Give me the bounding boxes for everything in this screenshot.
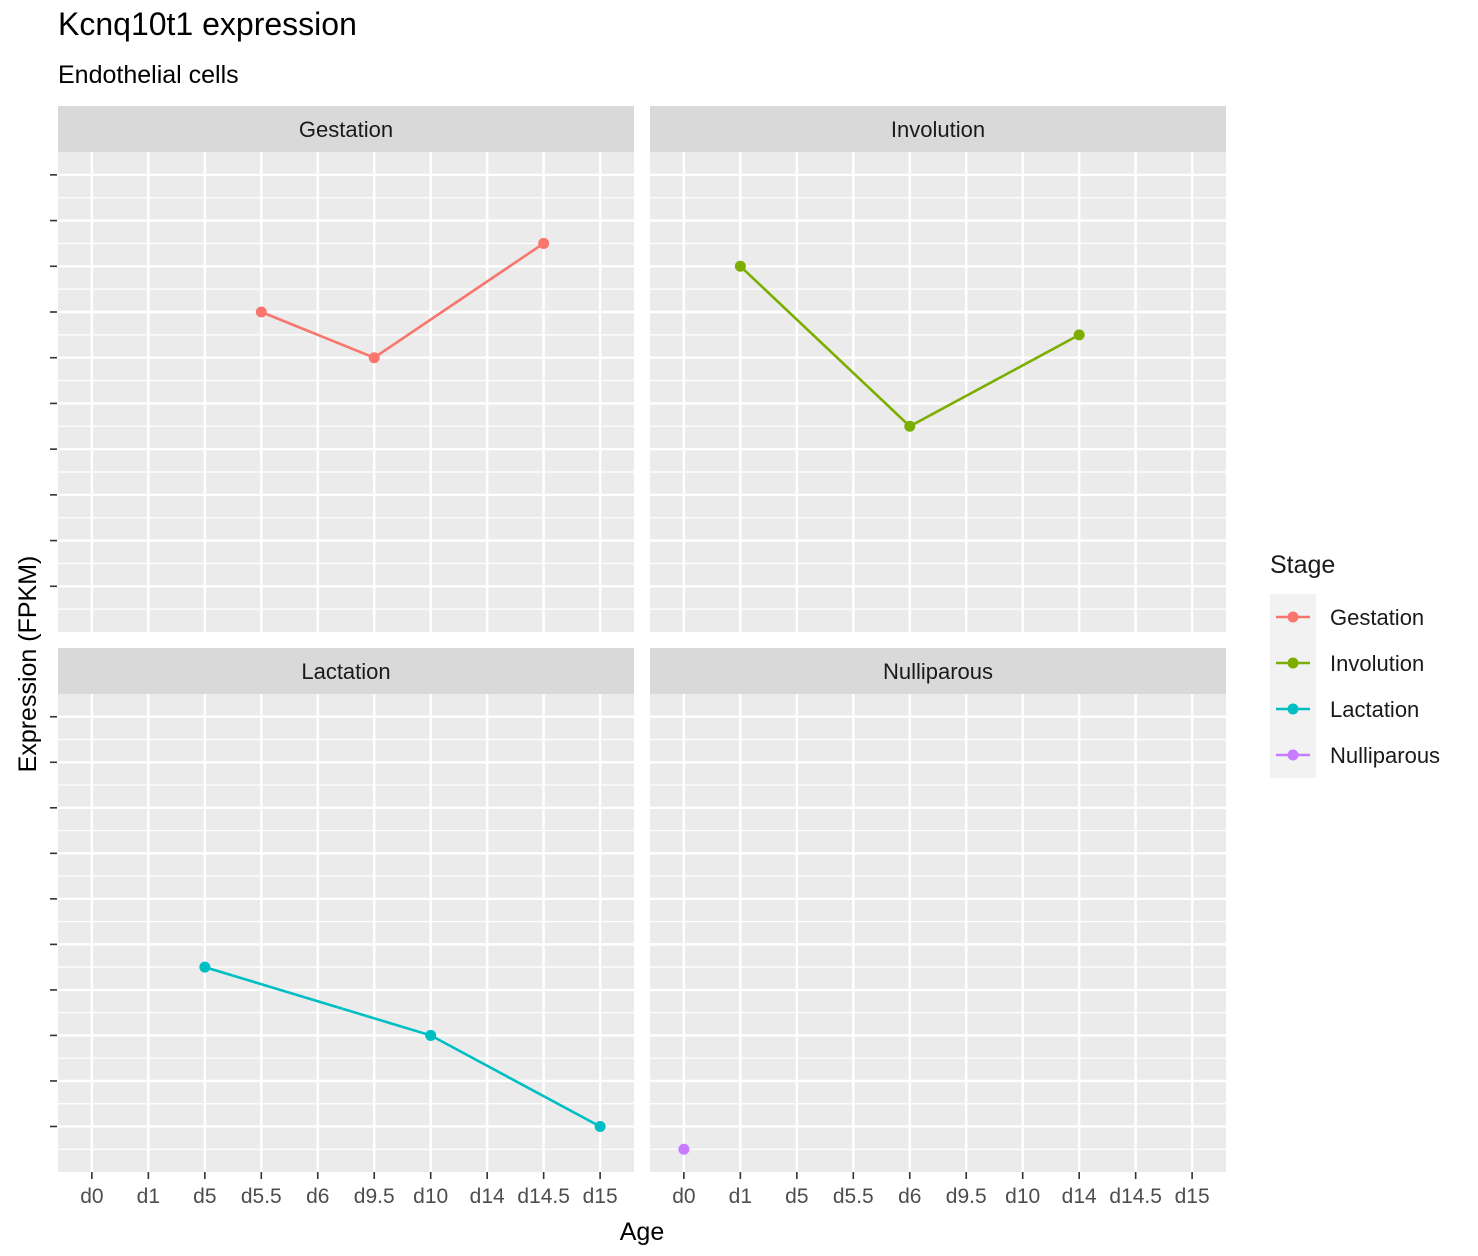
x-tick-label: d6: [898, 1185, 921, 1208]
x-tick-label: d5: [193, 1185, 216, 1208]
x-tick-label: d14: [1062, 1185, 1097, 1208]
facet-panel-nulliparous: Nulliparous: [650, 648, 1226, 1172]
legend-label: Nulliparous: [1330, 743, 1440, 768]
facet-strip: [58, 106, 634, 152]
data-point-nulliparous: [678, 1143, 690, 1155]
legend-key-point: [1287, 611, 1299, 623]
data-point-gestation: [368, 352, 380, 364]
facet-panels: Gestation Involution Lactation Nulliparous: [58, 106, 1226, 1172]
panel-background: [650, 152, 1226, 632]
panel-background: [58, 152, 634, 632]
data-point-lactation: [594, 1120, 606, 1132]
facet-strip: [650, 648, 1226, 694]
legend: Stage Gestation Involution Lactation Nullip…: [1270, 551, 1440, 778]
facet-strip-label: Nulliparous: [883, 659, 993, 684]
y-axis-label: Expression (FPKM): [14, 556, 42, 773]
x-tick-label: d9.5: [946, 1185, 987, 1208]
x-tick-label: d14.5: [517, 1185, 570, 1208]
facet-panel-lactation: Lactation: [58, 648, 634, 1172]
x-tick-label: d1: [137, 1185, 160, 1208]
x-axis-label: Age: [620, 1218, 664, 1246]
x-tick-label: d5.5: [241, 1185, 282, 1208]
chart-title: Kcnq10t1 expression: [58, 6, 357, 42]
x-tick-label: d9.5: [354, 1185, 395, 1208]
x-tick-label: d5: [785, 1185, 808, 1208]
x-tick-label: d0: [80, 1185, 103, 1208]
data-point-involution: [1073, 329, 1085, 341]
data-point-lactation: [425, 1029, 437, 1041]
data-point-involution: [904, 420, 916, 432]
x-tick-label: d15: [583, 1185, 618, 1208]
x-tick-label: d1: [729, 1185, 752, 1208]
x-tick-label: d5.5: [833, 1185, 874, 1208]
legend-key-background: [1270, 594, 1316, 778]
data-point-involution: [734, 260, 746, 272]
facet-panel-gestation: Gestation: [58, 106, 634, 632]
panel-background: [58, 694, 634, 1172]
legend-key-point: [1287, 657, 1299, 669]
legend-key-point: [1287, 703, 1299, 715]
data-point-gestation: [255, 306, 267, 318]
panel-background: [650, 694, 1226, 1172]
data-point-gestation: [538, 237, 550, 249]
facet-strip-label: Involution: [891, 117, 985, 142]
x-axis-tick-labels: d0 d1 d5 d5.5 d6 d9.5 d10 d14 d14.5 d15 d0 d1 d5 d5.5…: [80, 1172, 1210, 1208]
facet-strip: [58, 648, 634, 694]
facet-strip: [650, 106, 1226, 152]
legend-label: Involution: [1330, 651, 1424, 676]
facet-panel-involution: Involution: [650, 106, 1226, 632]
x-tick-label: d10: [1005, 1185, 1040, 1208]
legend-key-point: [1287, 749, 1299, 761]
x-tick-label: d10: [413, 1185, 448, 1208]
facet-strip-label: Gestation: [299, 117, 393, 142]
legend-label: Gestation: [1330, 605, 1424, 630]
x-tick-label: d6: [306, 1185, 329, 1208]
x-tick-label: d15: [1175, 1185, 1210, 1208]
facet-strip-label: Lactation: [301, 659, 390, 684]
x-tick-label: d14.5: [1109, 1185, 1162, 1208]
legend-label: Lactation: [1330, 697, 1419, 722]
y-axis-ticks: [50, 174, 57, 1128]
chart-subtitle: Endothelial cells: [58, 61, 239, 89]
x-tick-label: d14: [470, 1185, 505, 1208]
data-point-lactation: [199, 961, 211, 973]
x-tick-label: d0: [672, 1185, 695, 1208]
legend-title: Stage: [1270, 551, 1335, 579]
